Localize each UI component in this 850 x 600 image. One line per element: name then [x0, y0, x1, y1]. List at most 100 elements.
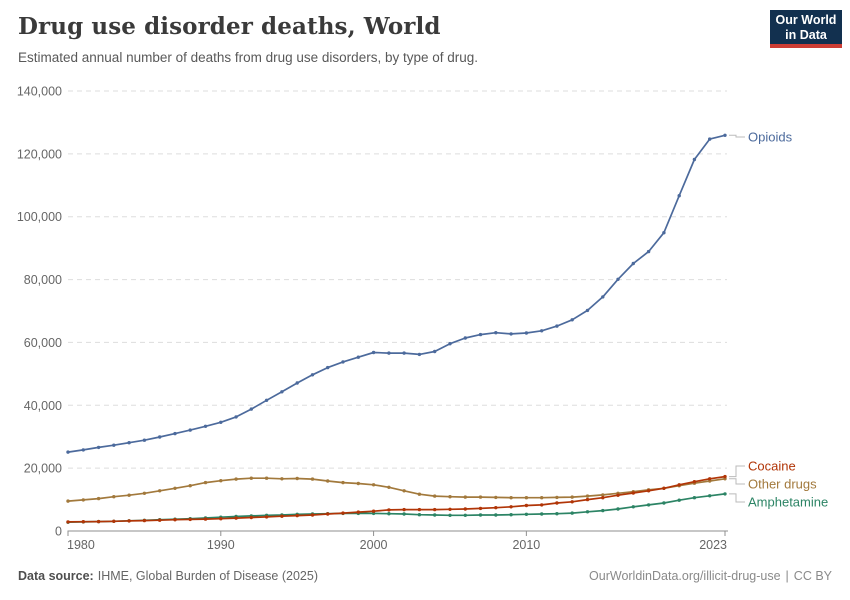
y-tick-label: 120,000	[17, 147, 62, 161]
data-point-amphetamine	[677, 498, 681, 502]
y-tick-label: 100,000	[17, 210, 62, 224]
data-point-cocaine	[249, 515, 253, 520]
owid-url-link[interactable]: OurWorldinData.org/illicit-drug-use	[589, 569, 781, 583]
data-point-opioids	[234, 415, 238, 419]
data-point-other-drugs	[249, 476, 253, 480]
series-label-connector-other-drugs	[729, 478, 745, 485]
data-point-opioids	[158, 435, 162, 439]
data-point-opioids	[631, 261, 635, 266]
data-point-amphetamine	[601, 508, 605, 513]
data-point-other-drugs	[540, 496, 544, 500]
data-point-amphetamine	[478, 513, 483, 517]
data-point-cocaine	[387, 508, 391, 512]
data-point-cocaine	[463, 507, 467, 511]
data-point-opioids	[478, 332, 483, 337]
data-point-amphetamine	[540, 512, 544, 516]
data-point-cocaine	[585, 497, 590, 502]
data-point-cocaine	[540, 503, 544, 507]
data-point-other-drugs	[524, 496, 529, 500]
data-point-opioids	[219, 420, 223, 424]
data-point-opioids	[295, 381, 299, 385]
series-end-label-opioids: Opioids	[748, 130, 793, 145]
data-point-opioids	[677, 194, 681, 198]
data-point-amphetamine	[585, 510, 590, 514]
data-point-other-drugs	[295, 476, 299, 481]
y-tick-label: 40,000	[24, 399, 62, 413]
data-point-other-drugs	[371, 483, 376, 487]
y-tick-label: 140,000	[17, 85, 62, 99]
data-point-opioids	[264, 398, 269, 402]
data-point-cocaine	[692, 480, 697, 484]
data-point-cocaine	[127, 519, 131, 523]
series-end-label-amphetamine: Amphetamine	[748, 495, 828, 510]
data-point-cocaine	[158, 518, 162, 522]
data-point-opioids	[356, 355, 360, 359]
data-point-amphetamine	[631, 505, 635, 509]
data-point-cocaine	[280, 514, 284, 518]
data-point-amphetamine	[494, 513, 498, 517]
data-point-cocaine	[295, 513, 299, 518]
data-point-other-drugs	[127, 493, 131, 497]
data-point-amphetamine	[433, 513, 437, 517]
data-point-cocaine	[96, 519, 101, 524]
data-point-opioids	[601, 295, 605, 299]
data-point-cocaine	[112, 519, 116, 523]
data-point-other-drugs	[66, 499, 70, 503]
data-point-other-drugs	[173, 486, 177, 490]
data-point-opioids	[662, 231, 666, 235]
data-point-other-drugs	[478, 495, 483, 499]
x-tick-label: 2010	[512, 538, 540, 552]
data-point-opioids	[540, 329, 544, 333]
data-point-opioids	[494, 331, 498, 335]
data-source-text: IHME, Global Burden of Disease (2025)	[97, 569, 318, 583]
data-point-cocaine	[433, 507, 437, 512]
x-tick-label: 1990	[207, 538, 235, 552]
data-point-cocaine	[66, 520, 70, 524]
data-point-cocaine	[81, 520, 86, 524]
owid-logo: Our World in Data	[770, 10, 842, 48]
data-point-cocaine	[203, 517, 208, 521]
data-point-opioids	[555, 324, 559, 328]
data-point-opioids	[188, 428, 192, 432]
data-point-amphetamine	[387, 512, 391, 516]
data-point-cocaine	[310, 513, 315, 517]
data-point-amphetamine	[402, 512, 406, 516]
data-point-opioids	[310, 373, 315, 377]
data-point-opioids	[173, 431, 177, 436]
data-point-opioids	[463, 336, 467, 340]
data-point-opioids	[96, 445, 101, 450]
footer-credit: OurWorldinData.org/illicit-drug-use | CC B…	[589, 569, 832, 583]
data-point-other-drugs	[555, 495, 559, 500]
data-point-opioids	[692, 157, 697, 162]
data-point-amphetamine	[555, 512, 559, 516]
series-end-label-cocaine: Cocaine	[748, 459, 796, 474]
data-point-cocaine	[494, 506, 498, 510]
data-point-amphetamine	[448, 513, 452, 517]
data-point-cocaine	[371, 509, 376, 513]
data-point-cocaine	[448, 507, 452, 511]
data-point-cocaine	[524, 503, 529, 508]
data-point-amphetamine	[708, 494, 712, 498]
data-point-other-drugs	[81, 498, 86, 502]
data-point-opioids	[524, 331, 529, 335]
data-point-opioids	[127, 441, 131, 445]
data-point-other-drugs	[341, 480, 345, 485]
data-source: Data source: IHME, Global Burden of Disea…	[18, 569, 318, 583]
data-point-amphetamine	[723, 492, 727, 496]
data-point-cocaine	[402, 507, 406, 512]
data-point-cocaine	[708, 477, 712, 481]
data-point-opioids	[142, 438, 147, 442]
data-point-opioids	[570, 318, 574, 322]
data-point-other-drugs	[203, 480, 208, 485]
logo-line-2: in Data	[785, 28, 827, 42]
data-point-other-drugs	[112, 495, 116, 499]
data-point-cocaine	[142, 518, 147, 523]
data-point-other-drugs	[158, 489, 162, 493]
data-point-cocaine	[662, 486, 666, 490]
data-point-other-drugs	[448, 495, 452, 499]
page-title: Drug use disorder deaths, World	[18, 13, 441, 40]
data-point-other-drugs	[219, 479, 223, 483]
data-point-amphetamine	[509, 513, 513, 517]
data-source-label: Data source:	[18, 569, 94, 583]
